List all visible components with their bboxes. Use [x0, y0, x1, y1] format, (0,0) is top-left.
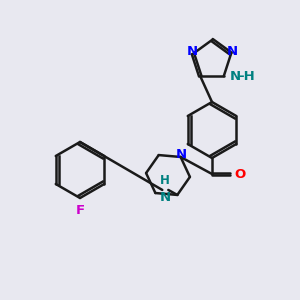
- Text: N: N: [226, 45, 238, 58]
- Text: -H: -H: [238, 70, 254, 83]
- Text: O: O: [234, 167, 245, 181]
- Text: F: F: [75, 204, 85, 217]
- Text: H: H: [160, 174, 170, 187]
- Text: N: N: [176, 148, 187, 161]
- Text: N: N: [160, 191, 171, 204]
- Text: N: N: [230, 70, 241, 83]
- Text: N: N: [186, 45, 197, 58]
